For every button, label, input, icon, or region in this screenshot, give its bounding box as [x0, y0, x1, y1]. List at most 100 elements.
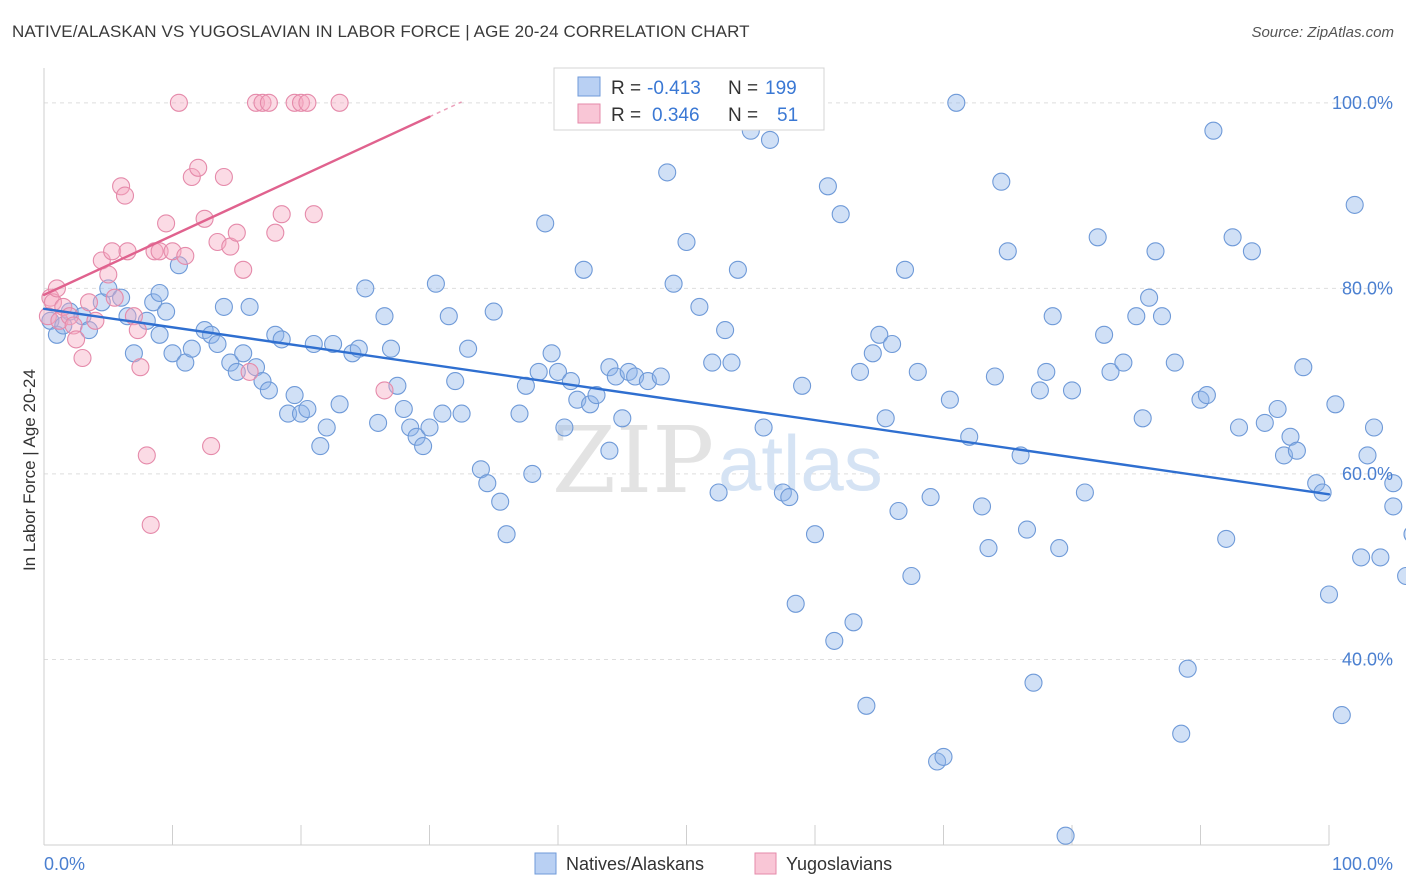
trend-line-natives — [42, 307, 1331, 496]
data-point — [934, 747, 953, 766]
data-point — [780, 488, 799, 507]
yugoslavians-points — [38, 93, 394, 534]
data-point — [1204, 121, 1223, 140]
data-point — [1371, 548, 1390, 567]
data-point — [1268, 399, 1287, 419]
y-axis-label: In Labor Force | Age 20-24 — [20, 369, 39, 571]
data-point — [972, 497, 992, 516]
data-point — [202, 437, 221, 456]
y-tick-label: 40.0% — [1342, 649, 1393, 669]
data-point — [285, 386, 304, 405]
trend-lines — [42, 101, 1331, 496]
data-point — [574, 260, 593, 279]
data-point — [1043, 307, 1062, 326]
data-point — [141, 515, 160, 534]
data-point — [1197, 386, 1216, 405]
data-point — [928, 752, 947, 771]
watermark: ZIP atlas — [552, 407, 883, 514]
axes — [43, 68, 1330, 846]
data-point — [304, 334, 323, 354]
data-point — [375, 307, 394, 326]
data-point — [998, 242, 1017, 261]
data-point — [1017, 520, 1037, 539]
stats-r-label-yugoslavians: R = — [611, 105, 641, 126]
data-point — [1146, 242, 1165, 261]
data-point — [773, 483, 792, 502]
watermark-zip: ZIP — [552, 407, 714, 514]
data-point — [426, 274, 445, 293]
data-point — [157, 214, 176, 233]
data-point — [722, 353, 741, 372]
data-point — [536, 214, 555, 233]
data-point — [50, 311, 69, 330]
data-point — [728, 260, 747, 279]
data-point — [1101, 362, 1120, 381]
watermark-atlas: atlas — [718, 419, 883, 507]
data-point — [112, 177, 131, 196]
data-point — [805, 525, 825, 544]
data-point — [1229, 418, 1249, 437]
data-point — [491, 492, 510, 511]
data-point — [1345, 195, 1364, 214]
data-point — [285, 93, 304, 112]
data-point — [381, 339, 401, 358]
data-point — [1255, 413, 1274, 432]
grid-lines — [44, 102, 1392, 660]
data-point — [690, 297, 709, 316]
data-point — [664, 274, 683, 293]
stats-n-value-yugoslavians: 51 — [777, 105, 798, 126]
data-point — [67, 330, 86, 349]
data-point — [985, 367, 1004, 386]
data-point — [844, 613, 863, 632]
data-point — [940, 390, 959, 409]
data-point — [1037, 362, 1056, 381]
data-point — [1172, 724, 1191, 743]
data-point — [157, 302, 176, 321]
data-point — [1133, 409, 1152, 428]
data-point — [189, 158, 208, 177]
data-point — [651, 367, 670, 386]
stats-r-label-natives: R = — [611, 78, 641, 99]
data-point — [1024, 673, 1043, 692]
data-point — [208, 334, 227, 354]
data-point — [182, 167, 201, 187]
data-point — [452, 404, 471, 423]
data-point — [1319, 585, 1339, 604]
data-point — [1294, 358, 1313, 377]
data-point — [793, 376, 812, 395]
y-tick-labels: 100.0% 80.0% 60.0% 40.0% — [1332, 93, 1393, 670]
data-point — [150, 242, 169, 261]
data-point — [1062, 381, 1082, 400]
data-point — [176, 246, 195, 265]
data-point — [394, 399, 413, 419]
stats-r-value-yugoslavians: 0.346 — [652, 105, 700, 126]
data-point — [38, 307, 57, 326]
data-point — [259, 93, 278, 112]
data-point — [857, 696, 876, 715]
data-point — [1384, 474, 1403, 493]
data-point — [144, 293, 163, 312]
chart-title: NATIVE/ALASKAN VS YUGOSLAVIAN IN LABOR F… — [12, 22, 750, 41]
data-point — [279, 404, 298, 423]
data-point — [420, 418, 439, 437]
data-point — [555, 418, 574, 437]
data-point — [1326, 395, 1345, 414]
data-point — [484, 302, 503, 321]
stats-r-value-natives: -0.413 — [647, 78, 701, 99]
data-point — [1075, 483, 1094, 502]
data-point — [754, 418, 773, 437]
data-point — [677, 232, 696, 252]
data-point — [298, 399, 317, 419]
y-tick-label: 60.0% — [1342, 464, 1393, 484]
data-point — [182, 339, 201, 358]
data-point — [1050, 539, 1069, 558]
data-point — [619, 362, 638, 381]
data-point — [716, 321, 735, 340]
data-point — [356, 279, 375, 298]
data-point — [1165, 353, 1184, 372]
data-point — [947, 93, 966, 112]
legend-label-natives: Natives/Alaskans — [566, 854, 704, 874]
data-point — [163, 344, 182, 363]
data-point — [703, 353, 722, 372]
